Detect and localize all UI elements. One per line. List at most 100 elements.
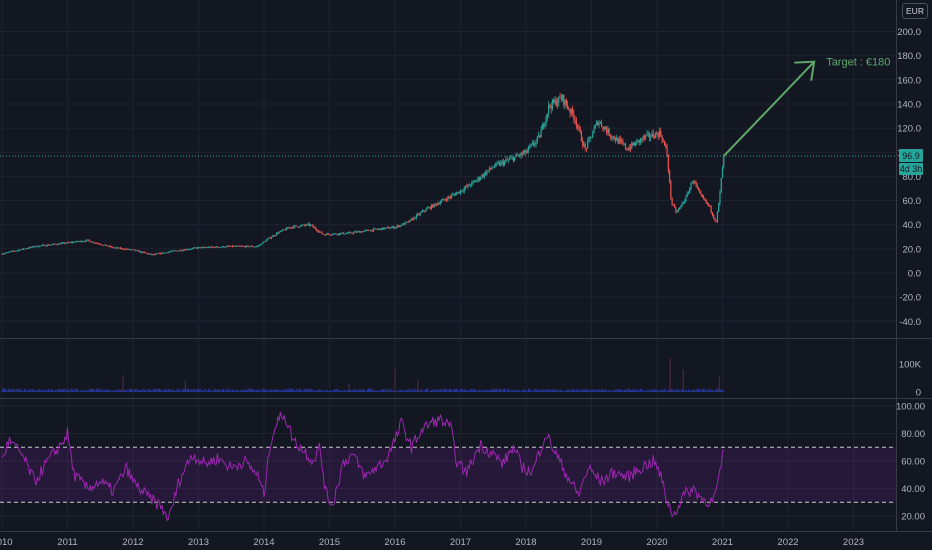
candle-body xyxy=(425,211,426,212)
volume-bar xyxy=(571,390,572,392)
candle-body xyxy=(32,246,33,247)
volume-bar xyxy=(426,389,427,392)
volume-bar xyxy=(62,390,63,392)
volume-bar xyxy=(256,390,257,392)
volume-bar xyxy=(565,391,566,392)
volume-bar xyxy=(408,389,409,392)
candle-body xyxy=(679,207,680,209)
candle-body xyxy=(194,247,195,248)
candle-body xyxy=(125,249,126,250)
volume-bar xyxy=(600,391,601,392)
volume-bar xyxy=(413,390,414,392)
candle-body xyxy=(624,144,625,145)
volume-bar xyxy=(502,391,503,392)
volume-bar xyxy=(621,390,622,392)
candle-body xyxy=(707,203,708,204)
volume-bar xyxy=(691,390,692,392)
volume-bar xyxy=(304,389,305,392)
candle-body xyxy=(248,246,249,247)
candle-body xyxy=(1,254,2,255)
volume-bar xyxy=(362,390,363,392)
currency-button[interactable]: EUR xyxy=(902,3,928,19)
volume-bar xyxy=(339,390,340,392)
candle-body xyxy=(100,244,101,245)
volume-bar xyxy=(557,390,558,392)
candle-body xyxy=(563,95,564,105)
volume-bar xyxy=(702,389,703,392)
volume-bar xyxy=(562,391,563,392)
volume-bar xyxy=(561,390,562,392)
candle-body xyxy=(64,243,65,244)
volume-bar xyxy=(573,389,574,392)
candle-body xyxy=(431,205,432,209)
candle-body xyxy=(305,225,306,226)
volume-bar xyxy=(146,391,147,392)
candle-body xyxy=(106,245,107,246)
candle-body xyxy=(353,232,354,233)
candle-body xyxy=(43,245,44,246)
time-axis: 2010201120122013201420152016201720182019… xyxy=(0,537,864,548)
volume-bar xyxy=(586,390,587,392)
candle-body xyxy=(432,205,433,208)
candle-body xyxy=(484,173,485,177)
volume-bar xyxy=(107,390,108,392)
candle-body xyxy=(717,211,718,221)
volume-bar xyxy=(124,390,125,392)
volume-bar xyxy=(682,388,683,392)
candle-body xyxy=(222,246,223,247)
volume-bar xyxy=(30,390,31,392)
time-tick-label: 2013 xyxy=(188,537,209,548)
volume-bar xyxy=(271,390,272,392)
candle-body xyxy=(407,222,408,223)
candle-body xyxy=(304,225,305,226)
candle-body xyxy=(677,211,678,212)
volume-bar xyxy=(250,389,251,392)
candle-body xyxy=(636,140,637,144)
candle-body xyxy=(261,244,262,245)
volume-bar xyxy=(463,389,464,392)
volume-bar xyxy=(279,390,280,392)
volume-bar xyxy=(343,391,344,392)
candle-body xyxy=(98,243,99,244)
volume-bar xyxy=(153,389,154,392)
price-tick-label: -40.0 xyxy=(899,317,921,328)
time-tick-label: 2010 xyxy=(0,537,13,548)
price-tick-label: 120.0 xyxy=(897,124,921,135)
candle-body xyxy=(83,241,84,242)
candle-body xyxy=(610,135,611,136)
candle-body xyxy=(397,225,398,226)
candle-body xyxy=(437,203,438,205)
volume-bar xyxy=(640,388,641,392)
volume-bar xyxy=(567,390,568,392)
volume-bar xyxy=(639,391,640,392)
volume-bar xyxy=(85,389,86,392)
candle-body xyxy=(115,248,116,249)
volume-bar xyxy=(490,390,491,392)
candle-body xyxy=(331,235,332,236)
volume-bar xyxy=(662,389,663,392)
candle-body xyxy=(399,225,400,227)
candle-body xyxy=(603,127,604,129)
volume-bar xyxy=(77,389,78,392)
volume-bar xyxy=(328,391,329,392)
candle-body xyxy=(359,231,360,232)
candle-body xyxy=(227,246,228,247)
volume-bar xyxy=(121,389,122,392)
candle-body xyxy=(654,137,655,138)
candle-body xyxy=(360,231,361,232)
volume-bar xyxy=(83,391,84,392)
candle-body xyxy=(273,236,274,237)
candle-body xyxy=(296,226,297,227)
volume-bar xyxy=(698,388,699,392)
candle-body xyxy=(144,252,145,253)
candle-body xyxy=(349,232,350,233)
candle-body xyxy=(213,247,214,248)
candle-body xyxy=(45,246,46,247)
candle-body xyxy=(392,226,393,227)
volume-bar xyxy=(369,389,370,392)
volume-bar xyxy=(377,390,378,392)
volume-bar xyxy=(612,390,613,392)
candle-body xyxy=(62,243,63,244)
volume-bar xyxy=(391,390,392,392)
volume-bar xyxy=(432,389,433,392)
